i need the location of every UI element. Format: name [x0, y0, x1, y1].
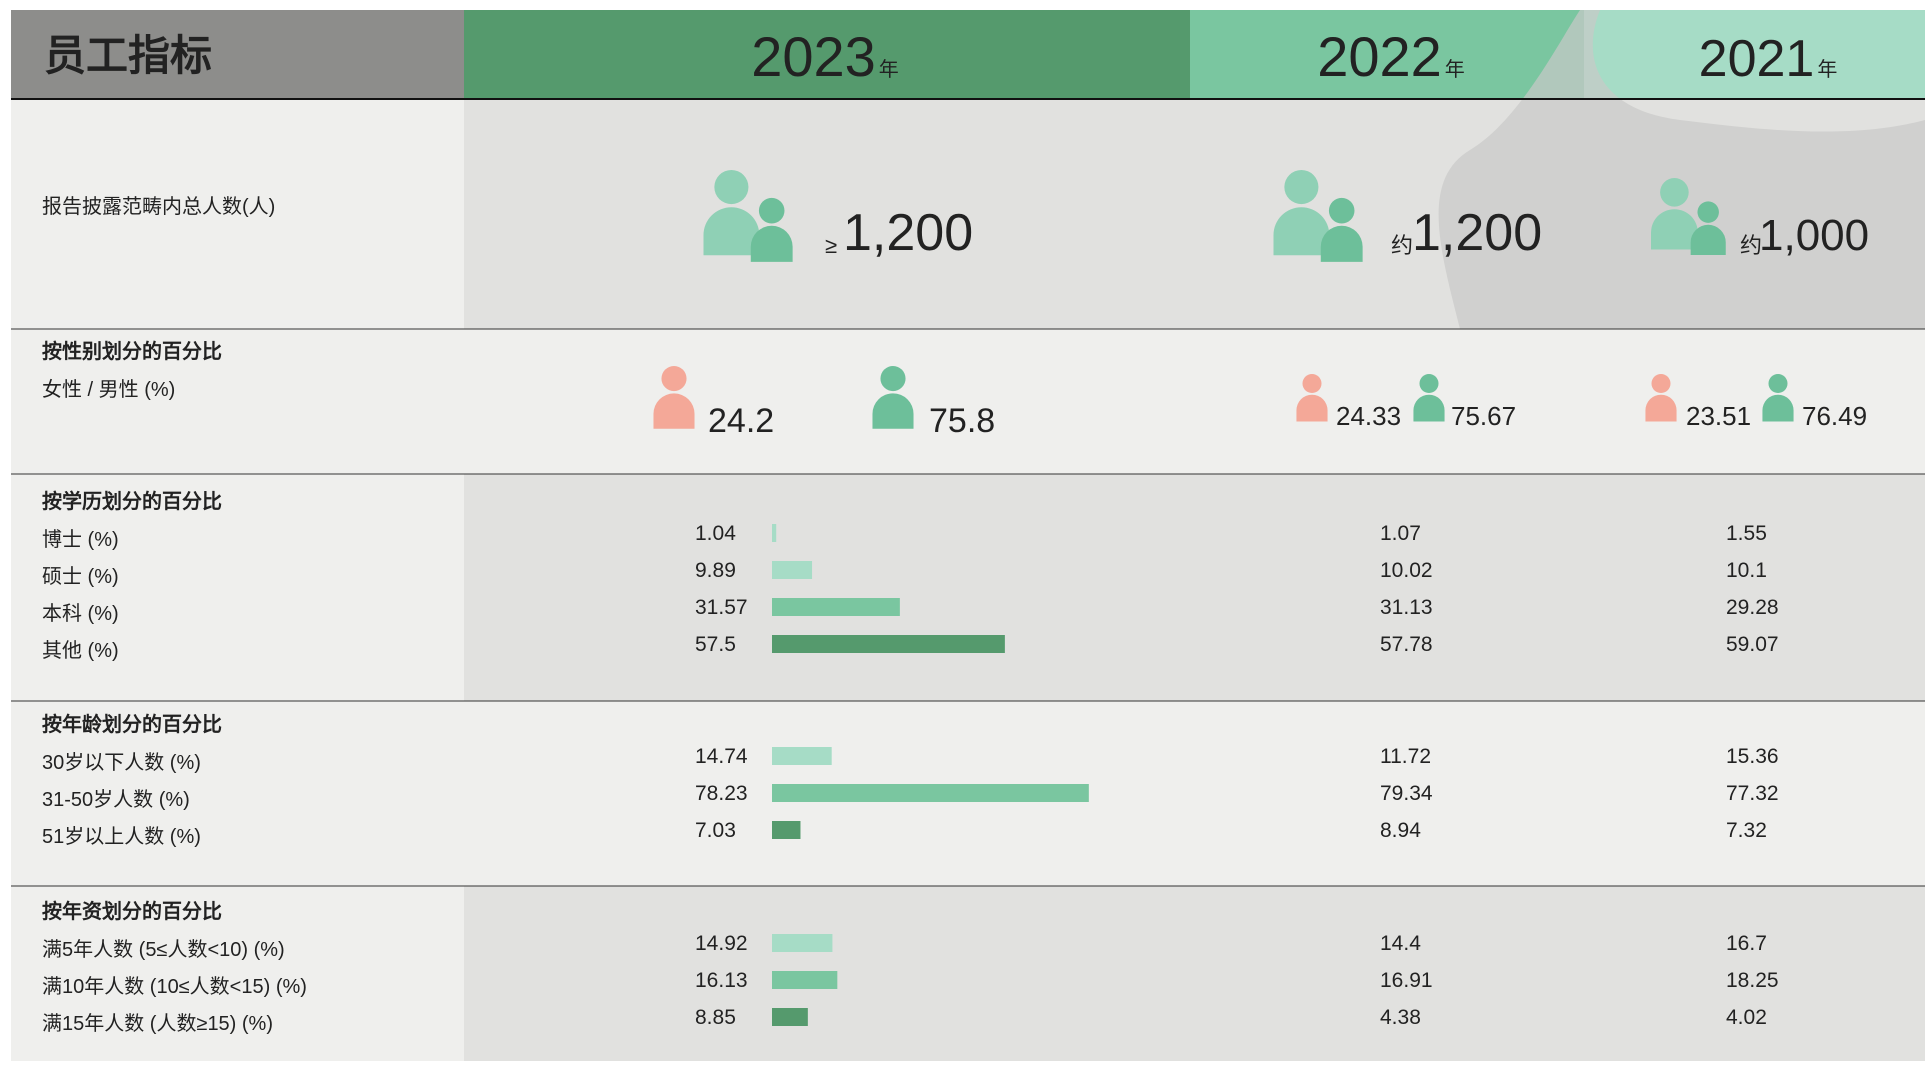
icon-head — [1768, 374, 1787, 393]
row-value: 31.57 — [695, 596, 748, 619]
icon-head — [1284, 170, 1318, 204]
total-value: 1,200 — [843, 204, 973, 262]
bar — [772, 635, 1005, 653]
row-value: 79.34 — [1380, 782, 1433, 805]
row-label: 本科 (%) — [42, 602, 119, 625]
row-value: 10.1 — [1726, 559, 1767, 582]
row-value: 8.85 — [695, 1006, 736, 1029]
year: 2022 — [1317, 25, 1442, 88]
female-value: 24.33 — [1336, 401, 1401, 431]
row-bg — [464, 474, 1925, 701]
row-label: 满5年人数 (5≤人数<10) (%) — [42, 938, 285, 961]
section-title: 按性别划分的百分比 — [42, 339, 222, 363]
row-value: 11.72 — [1380, 745, 1431, 768]
icon-head — [1419, 374, 1438, 393]
row-value: 57.5 — [695, 633, 736, 656]
male-value: 75.8 — [929, 402, 995, 440]
bar — [772, 561, 812, 579]
row-value: 57.78 — [1380, 633, 1433, 656]
icon-head — [1660, 178, 1689, 207]
year: 2023 — [751, 25, 876, 88]
row-value: 1.55 — [1726, 522, 1767, 545]
bar — [772, 784, 1089, 802]
row-label: 满10年人数 (10≤人数<15) (%) — [42, 975, 307, 998]
female-value: 24.2 — [708, 402, 774, 440]
total-value: 1,200 — [1412, 204, 1542, 262]
bar — [772, 1008, 808, 1026]
row-label: 硕士 (%) — [42, 565, 119, 588]
row-value: 31.13 — [1380, 596, 1433, 619]
icon-head — [759, 198, 785, 224]
row-value: 8.94 — [1380, 819, 1421, 842]
row-value: 59.07 — [1726, 633, 1779, 656]
total-prefix: 约 — [1391, 233, 1413, 258]
bar — [772, 934, 832, 952]
bar — [772, 747, 832, 765]
row-bg — [464, 886, 1925, 1061]
icon-head — [1651, 374, 1670, 393]
icon-head — [1697, 201, 1718, 222]
row-label: 满15年人数 (人数≥15) (%) — [42, 1012, 273, 1035]
year: 2021 — [1699, 30, 1815, 88]
icon-head — [714, 170, 748, 204]
row-label: 31-50岁人数 (%) — [42, 788, 190, 811]
row-label: 博士 (%) — [42, 528, 119, 551]
row-value: 1.07 — [1380, 522, 1421, 545]
section-title: 按学历划分的百分比 — [42, 489, 222, 513]
page: 员工指标 2023年2022年2021年报告披露范畴内总人数(人)≥1,200约… — [0, 0, 1925, 1061]
row-label: 其他 (%) — [42, 639, 119, 662]
row-value: 77.32 — [1726, 782, 1779, 805]
row-label: 女性 / 男性 (%) — [42, 378, 175, 401]
row-value: 14.92 — [695, 932, 748, 955]
row-value: 15.36 — [1726, 745, 1779, 768]
row-value: 14.74 — [695, 745, 748, 768]
row-value: 10.02 — [1380, 559, 1433, 582]
title: 员工指标 — [44, 32, 212, 79]
row-value: 29.28 — [1726, 596, 1779, 619]
bar — [772, 598, 900, 616]
row-value: 1.04 — [695, 522, 736, 545]
total-value: 1,000 — [1759, 211, 1869, 260]
section-title: 按年资划分的百分比 — [42, 899, 222, 923]
row-value: 7.03 — [695, 819, 736, 842]
male-value: 75.67 — [1451, 401, 1516, 431]
row-label: 30岁以下人数 (%) — [42, 751, 201, 774]
total-prefix: ≥ — [825, 233, 837, 258]
year-unit: 年 — [879, 58, 899, 81]
row-value: 4.38 — [1380, 1006, 1421, 1029]
year-unit: 年 — [1817, 58, 1837, 81]
icon-head — [661, 366, 686, 391]
row-value: 78.23 — [695, 782, 748, 805]
row-label: 报告披露范畴内总人数(人) — [42, 195, 275, 218]
female-value: 23.51 — [1686, 401, 1751, 431]
row-value: 7.32 — [1726, 819, 1767, 842]
icon-head — [1329, 198, 1355, 224]
row-value: 9.89 — [695, 559, 736, 582]
icon-head — [1302, 374, 1321, 393]
icon-head — [880, 366, 905, 391]
row-label: 51岁以上人数 (%) — [42, 825, 201, 848]
bar — [772, 821, 800, 839]
male-value: 76.49 — [1802, 401, 1867, 431]
bar — [772, 971, 837, 989]
row-value: 16.13 — [695, 969, 748, 992]
row-value: 16.7 — [1726, 932, 1767, 955]
section-title: 按年龄划分的百分比 — [42, 712, 222, 736]
row-value: 14.4 — [1380, 932, 1421, 955]
employee-indicators: 员工指标 2023年2022年2021年报告披露范畴内总人数(人)≥1,200约… — [0, 0, 1925, 1061]
row-value: 18.25 — [1726, 969, 1779, 992]
row-value: 16.91 — [1380, 969, 1433, 992]
row-value: 4.02 — [1726, 1006, 1767, 1029]
year-unit: 年 — [1445, 58, 1465, 81]
bar — [772, 524, 776, 542]
